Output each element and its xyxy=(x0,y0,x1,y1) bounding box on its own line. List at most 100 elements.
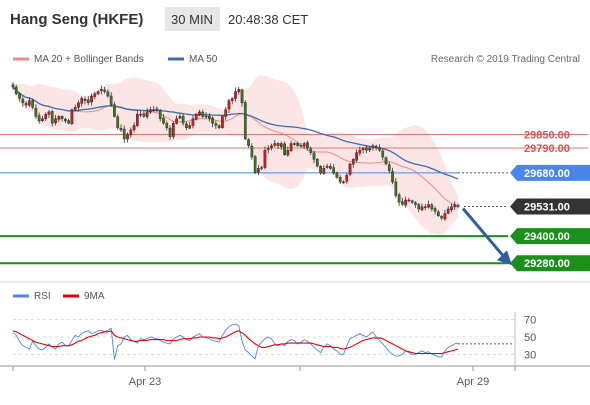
candle xyxy=(270,143,273,151)
candle xyxy=(312,150,316,164)
candle xyxy=(31,98,34,110)
candle-body xyxy=(83,98,87,101)
price-tag-text: 29531.00 xyxy=(524,202,570,214)
candle xyxy=(109,92,113,107)
timeframe-badge[interactable] xyxy=(165,7,220,31)
candle xyxy=(368,146,371,153)
x-axis-labels: Apr 23 Apr 29 xyxy=(12,366,516,388)
candle-body xyxy=(129,129,133,136)
candle xyxy=(234,87,237,102)
candle-body xyxy=(414,202,417,205)
candle-body xyxy=(433,208,437,212)
candle-body xyxy=(283,143,286,156)
candle xyxy=(371,143,375,151)
price-label-resistance: 29850.00 xyxy=(524,129,570,141)
candle-body xyxy=(185,123,188,128)
candle-body xyxy=(64,118,67,122)
candle-body xyxy=(132,125,136,131)
candle xyxy=(450,203,453,213)
candle-body xyxy=(54,118,57,124)
candle xyxy=(397,192,401,206)
candle-body xyxy=(338,177,342,183)
candle xyxy=(420,203,424,212)
candle-body xyxy=(319,166,322,174)
candle xyxy=(50,110,54,127)
candle-body xyxy=(103,89,106,92)
candle-body xyxy=(387,164,391,171)
candle xyxy=(302,141,306,149)
candle-body xyxy=(397,194,401,203)
candle-body xyxy=(309,148,313,153)
candle-body xyxy=(270,145,273,148)
candle-body xyxy=(368,147,371,151)
candle-body xyxy=(18,93,21,99)
candle xyxy=(93,91,97,100)
candle xyxy=(342,180,345,184)
candle-body xyxy=(37,115,41,122)
price-tag-support: 29280.00 xyxy=(510,255,590,272)
candle-body xyxy=(230,98,234,101)
bollinger-band-layer xyxy=(12,74,459,235)
candle xyxy=(162,113,165,125)
candle xyxy=(240,88,244,107)
candle-body xyxy=(329,165,332,169)
price-label-layer: 29850.00 29790.00 29680.00 29531.00 29400.00… xyxy=(510,129,590,272)
candle xyxy=(37,112,41,124)
candle xyxy=(456,203,460,209)
candle-body xyxy=(437,211,440,216)
candlestick-layer xyxy=(11,82,460,221)
candle xyxy=(21,95,25,107)
candle-body xyxy=(351,159,355,165)
moving-average-layer xyxy=(12,86,459,180)
price-level-layer xyxy=(0,133,588,265)
rsi-legend: RSI 9MA xyxy=(13,291,105,302)
candle-body xyxy=(404,199,407,206)
candle xyxy=(126,132,129,143)
candle-body xyxy=(302,143,306,147)
candle-body xyxy=(149,109,152,113)
candle-body xyxy=(50,111,54,124)
candle xyxy=(44,112,48,121)
candle-body xyxy=(217,125,221,128)
candle-body xyxy=(106,91,110,97)
candle-body xyxy=(325,165,329,168)
candle xyxy=(227,98,231,114)
ma20-line xyxy=(12,86,459,207)
candle xyxy=(175,115,178,125)
candle xyxy=(299,142,303,148)
candle-body xyxy=(407,199,411,202)
candle xyxy=(296,141,300,147)
candle-body xyxy=(122,128,126,140)
candle-body xyxy=(237,89,241,93)
candle xyxy=(214,120,218,130)
candle-body xyxy=(162,117,165,124)
legend-label-ma50: MA 50 xyxy=(189,54,218,65)
candle-body xyxy=(227,100,231,110)
header: Hang Seng (HKFE) 30 MIN 20:48:38 CET xyxy=(10,7,308,31)
candle-body xyxy=(67,120,70,124)
candle-body xyxy=(266,147,270,150)
candle-body xyxy=(365,147,368,151)
candle-body xyxy=(296,142,300,146)
candle xyxy=(273,139,277,147)
candle-body xyxy=(73,107,77,110)
candle-body xyxy=(93,93,97,97)
forecast-arrow-head xyxy=(497,250,512,266)
forecast-arrow-layer xyxy=(461,207,512,266)
candle-body xyxy=(391,171,394,183)
candle xyxy=(263,146,267,170)
candle xyxy=(322,165,326,175)
candle xyxy=(119,124,123,132)
candle-body xyxy=(224,109,228,117)
candle-body xyxy=(332,167,336,174)
candle xyxy=(365,145,368,154)
candle xyxy=(106,89,110,98)
candle-body xyxy=(60,116,64,119)
candle xyxy=(293,142,296,146)
candle xyxy=(122,125,126,143)
candle xyxy=(178,113,182,120)
candle xyxy=(47,109,51,119)
candle xyxy=(250,143,254,160)
price-tag-last: 29531.00 xyxy=(510,198,590,215)
price-tag-box xyxy=(510,164,590,181)
